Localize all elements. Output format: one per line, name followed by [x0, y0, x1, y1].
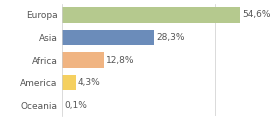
Bar: [62, 7, 240, 23]
Text: 12,8%: 12,8%: [106, 55, 134, 65]
Text: 28,3%: 28,3%: [157, 33, 185, 42]
Bar: [62, 75, 76, 90]
Text: 54,6%: 54,6%: [243, 10, 271, 19]
Text: 4,3%: 4,3%: [78, 78, 101, 87]
Bar: [62, 30, 154, 45]
Bar: [62, 52, 104, 68]
Text: 0,1%: 0,1%: [64, 101, 87, 110]
